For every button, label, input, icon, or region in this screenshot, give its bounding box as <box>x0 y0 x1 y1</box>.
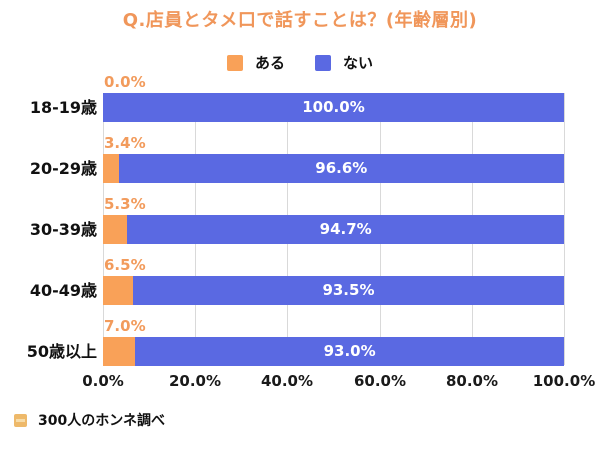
bar-segment-aru <box>103 154 119 183</box>
x-tick-label: 40.0% <box>260 372 314 390</box>
source-logo-icon <box>14 413 27 427</box>
category-label: 40-49歳 <box>29 281 97 300</box>
value-label-aru: 7.0% <box>104 317 146 335</box>
bar-row: 94.7% <box>103 215 564 244</box>
bar-row: 100.0% <box>103 93 564 122</box>
chart-title: Q.店員とタメ口で話すことは？(年齢層別) <box>122 10 478 31</box>
bar-segment-aru <box>103 215 128 244</box>
legend-item-aru: ある <box>226 52 285 73</box>
value-label-nai: 96.6% <box>315 159 368 177</box>
value-label-aru: 5.3% <box>104 195 146 213</box>
category-label: 30-39歳 <box>29 220 97 239</box>
bar-segment-nai: 93.5% <box>132 276 564 305</box>
legend-swatch-nai-icon <box>315 54 331 71</box>
bar-segment-nai: 100.0% <box>103 93 564 122</box>
bar-segment-nai: 96.6% <box>118 154 564 183</box>
bar-segment-nai: 93.0% <box>135 337 564 366</box>
value-label-nai: 93.0% <box>323 342 376 360</box>
gridline <box>564 93 565 365</box>
bar-row: 96.6% <box>103 154 564 183</box>
bar-row: 93.0% <box>103 337 564 366</box>
source-text: 300人のホンネ調べ <box>38 413 165 429</box>
bar-segment-aru <box>103 276 133 305</box>
legend-item-nai: ない <box>315 52 373 73</box>
category-label: 18-19歳 <box>29 98 97 117</box>
legend-label-aru: ある <box>254 54 285 72</box>
value-label-aru: 0.0% <box>104 73 146 91</box>
value-label-aru: 3.4% <box>104 134 146 152</box>
legend-swatch-aru-icon <box>226 54 243 71</box>
bar-row: 93.5% <box>103 276 564 305</box>
value-label-nai: 100.0% <box>302 98 365 116</box>
value-label-nai: 93.5% <box>322 281 375 299</box>
x-tick-label: 100.0% <box>532 372 596 390</box>
category-label: 50歳以上 <box>26 342 97 361</box>
legend: ある ない <box>0 52 600 73</box>
value-label-nai: 94.7% <box>319 220 372 238</box>
legend-label-nai: ない <box>343 54 374 72</box>
x-tick-label: 0.0% <box>82 372 124 390</box>
source-credit: 300人のホンネ調べ <box>14 410 165 430</box>
bar-segment-nai: 94.7% <box>127 215 564 244</box>
x-tick-label: 80.0% <box>445 372 499 390</box>
x-tick-label: 20.0% <box>168 372 222 390</box>
category-label: 20-29歳 <box>29 159 97 178</box>
x-tick-label: 60.0% <box>353 372 407 390</box>
bar-segment-aru <box>103 337 136 366</box>
value-label-aru: 6.5% <box>104 256 146 274</box>
